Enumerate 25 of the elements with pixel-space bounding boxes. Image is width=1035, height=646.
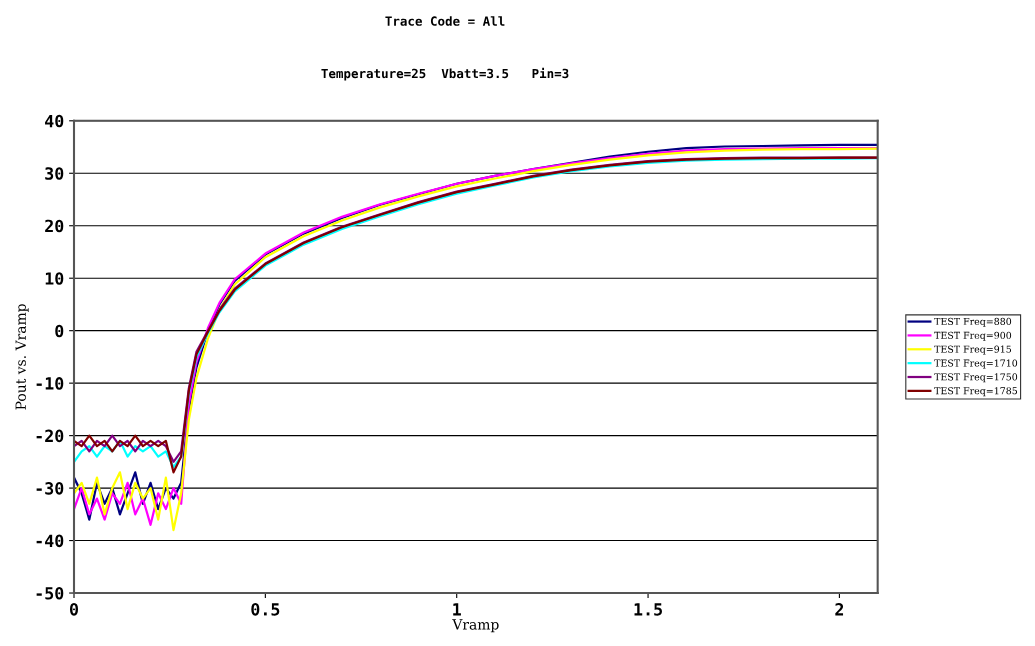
y-tick-label: 0 bbox=[55, 324, 64, 338]
y-tick-label: 20 bbox=[45, 219, 64, 233]
x-tick-label: 1 bbox=[453, 603, 461, 616]
y-tick-label: 40 bbox=[45, 114, 64, 128]
chart-subtitle: Temperature=25 Vbatt=3.5 Pin=3 bbox=[321, 67, 569, 81]
legend-label: TEST Freq=1750 bbox=[934, 373, 1018, 383]
legend-label: TEST Freq=915 bbox=[934, 345, 1012, 355]
y-tick-label: -50 bbox=[36, 586, 64, 600]
x-tick-label: 0.5 bbox=[251, 603, 280, 616]
legend-label: TEST Freq=900 bbox=[934, 331, 1012, 341]
y-tick-label: -10 bbox=[36, 377, 64, 390]
y-tick-label: -40 bbox=[36, 534, 64, 548]
x-tick-label: 2 bbox=[835, 603, 844, 616]
x-tick-label: 1.5 bbox=[634, 603, 662, 616]
y-tick-label: 10 bbox=[45, 272, 64, 285]
y-tick-label: -20 bbox=[36, 429, 64, 443]
y-tick-label: 30 bbox=[45, 167, 64, 180]
y-axis-title: Pout vs. Vramp bbox=[15, 304, 29, 410]
legend-label: TEST Freq=880 bbox=[934, 317, 1012, 327]
legend-label: TEST Freq=1785 bbox=[934, 387, 1018, 397]
x-axis-title: Vramp bbox=[452, 619, 499, 633]
chart-title: Trace Code = All bbox=[385, 16, 505, 26]
y-tick-label: -30 bbox=[36, 482, 64, 495]
legend-label: TEST Freq=1710 bbox=[934, 359, 1018, 369]
x-tick-label: 0 bbox=[69, 603, 79, 616]
